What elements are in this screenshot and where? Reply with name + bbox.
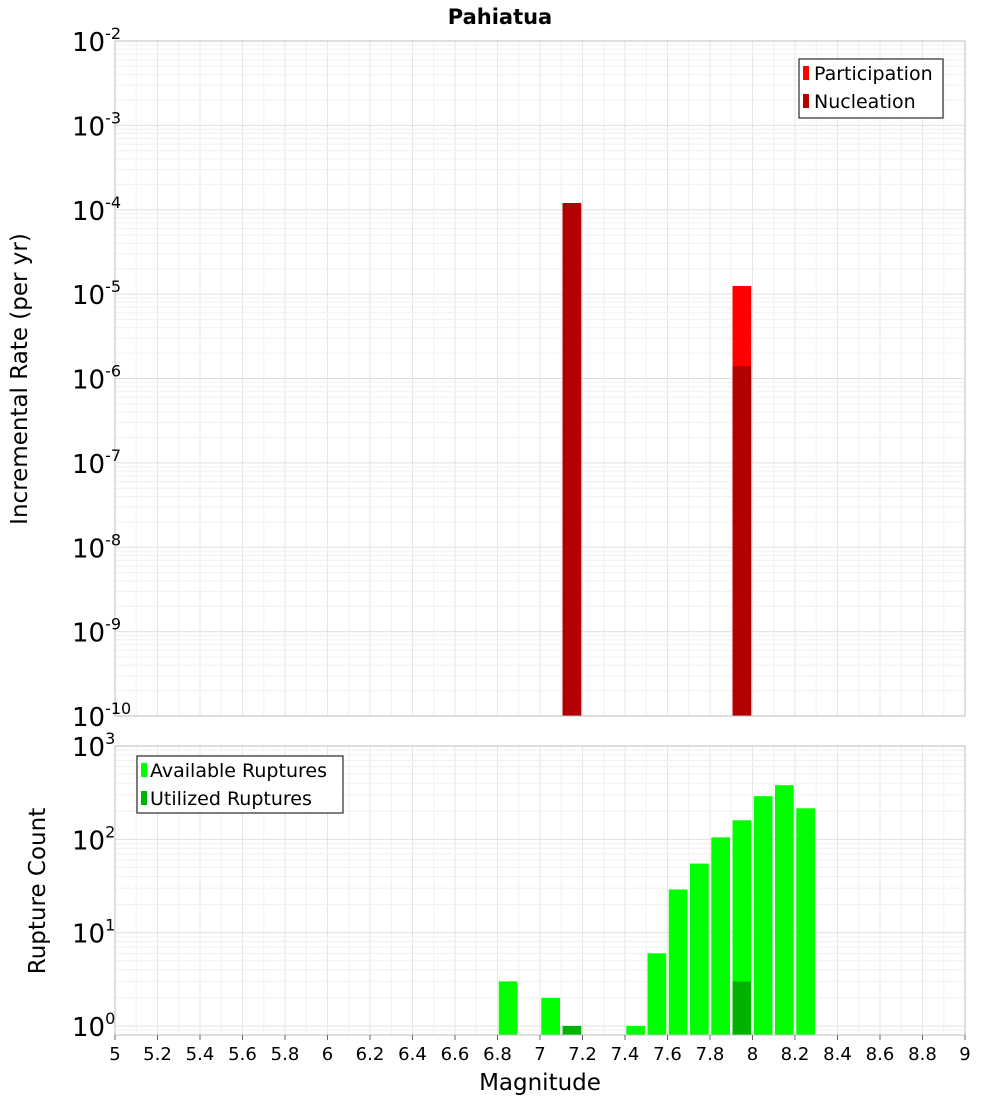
bottom-bar-available-ruptures — [498, 981, 518, 1035]
x-tick-label: 5 — [109, 1044, 120, 1065]
bottom-bar-utilized-ruptures — [562, 1025, 582, 1035]
top-y-axis-label: Incremental Rate (per yr) — [7, 233, 33, 525]
bottom-bar-available-ruptures — [711, 837, 730, 1035]
bottom-legend: Available Ruptures Utilized Ruptures — [136, 755, 344, 814]
top-legend-box — [798, 58, 944, 119]
x-tick-label: 7 — [534, 1044, 545, 1065]
top-bar-nucleation — [562, 203, 582, 716]
top-y-tick-label: 10-10 — [72, 699, 131, 733]
top-y-tick-label: 10-4 — [72, 193, 121, 227]
x-tick-label: 6.2 — [356, 1044, 385, 1065]
legend-label-nucleation: Nucleation — [814, 91, 916, 113]
x-axis-label: Magnitude — [479, 1070, 601, 1096]
x-tick-label: 8 — [747, 1044, 758, 1065]
x-ticks: 5 5.2 5.4 5.6 5.8 6 6.2 6.4 6.6 6.8 7 7.2 7.4 7.6 7.8 8… — [109, 1035, 971, 1065]
legend-label-utilized-ruptures: Utilized Ruptures — [150, 788, 312, 810]
x-tick-label: 7.8 — [696, 1044, 725, 1065]
bottom-bar-available-ruptures — [668, 889, 688, 1035]
x-tick-label: 8.4 — [823, 1044, 852, 1065]
bottom-bars — [498, 785, 815, 1035]
chart-title: Pahiatua — [448, 5, 552, 29]
bottom-y-tick-label: 103 — [72, 729, 115, 763]
top-y-tick-label: 10-5 — [72, 277, 121, 311]
x-tick-label: 6.8 — [483, 1044, 512, 1065]
x-tick-label: 5.8 — [271, 1044, 300, 1065]
top-y-tick-label: 10-3 — [72, 108, 121, 142]
bottom-bar-available-ruptures — [647, 953, 667, 1035]
bottom-bar-available-ruptures — [796, 808, 815, 1035]
bottom-bar-utilized-ruptures — [732, 981, 752, 1035]
legend-swatch-nucleation — [803, 94, 809, 108]
bottom-y-tick-label: 100 — [72, 1009, 115, 1043]
bottom-y-tick-label: 101 — [72, 916, 115, 950]
top-y-ticks: 10-2 10-3 10-4 10-5 10-6 10-7 10-8 10-9 10-10 — [72, 24, 131, 733]
bottom-bar-available-ruptures — [753, 796, 773, 1035]
top-bar-nucleation — [732, 366, 752, 716]
x-tick-label: 7.2 — [568, 1044, 597, 1065]
x-tick-label: 6.4 — [398, 1044, 427, 1065]
bottom-bar-available-ruptures — [690, 863, 709, 1035]
bottom-bar-available-ruptures — [541, 997, 560, 1035]
x-tick-label: 9 — [959, 1044, 970, 1065]
legend-label-available-ruptures: Available Ruptures — [150, 760, 327, 782]
bottom-bar-available-ruptures — [732, 820, 752, 1035]
top-plot: 10-2 10-3 10-4 10-5 10-6 10-7 10-8 10-9 10-10 In… — [7, 24, 966, 733]
x-tick-label: 6 — [322, 1044, 333, 1065]
top-grid — [115, 40, 965, 717]
x-tick-label: 8.8 — [908, 1044, 937, 1065]
x-tick-label: 6.6 — [441, 1044, 470, 1065]
x-tick-label: 8.6 — [866, 1044, 895, 1065]
top-bars — [562, 203, 752, 716]
x-tick-label: 7.6 — [653, 1044, 682, 1065]
legend-swatch-available-ruptures — [141, 763, 147, 777]
bottom-y-ticks: 103 102 101 100 — [72, 729, 115, 1043]
bottom-bar-available-ruptures — [626, 1025, 645, 1035]
x-tick-label: 8.2 — [781, 1044, 810, 1065]
legend-swatch-utilized-ruptures — [141, 791, 147, 805]
bottom-legend-box — [136, 755, 344, 814]
top-y-tick-label: 10-6 — [72, 362, 121, 396]
bottom-plot: 103 102 101 100 5 5.2 5.4 5.6 5.8 6 6.2 6.4 6.6 6.8 7… — [25, 729, 971, 1096]
legend-swatch-participation — [803, 66, 809, 80]
top-y-tick-label: 10-9 — [72, 615, 121, 649]
top-legend: Participation Nucleation — [798, 58, 944, 119]
top-y-tick-label: 10-8 — [72, 530, 121, 564]
x-tick-label: 5.6 — [228, 1044, 257, 1065]
top-y-tick-label: 10-2 — [72, 24, 121, 58]
x-tick-label: 5.2 — [143, 1044, 172, 1065]
x-tick-label: 7.4 — [611, 1044, 640, 1065]
top-y-tick-label: 10-7 — [72, 446, 121, 480]
legend-label-participation: Participation — [814, 63, 933, 85]
top-plot-border — [114, 40, 966, 717]
bottom-y-tick-label: 102 — [72, 822, 115, 856]
bottom-bar-available-ruptures — [775, 785, 794, 1035]
x-tick-label: 5.4 — [186, 1044, 215, 1065]
bottom-y-axis-label: Rupture Count — [25, 808, 51, 974]
